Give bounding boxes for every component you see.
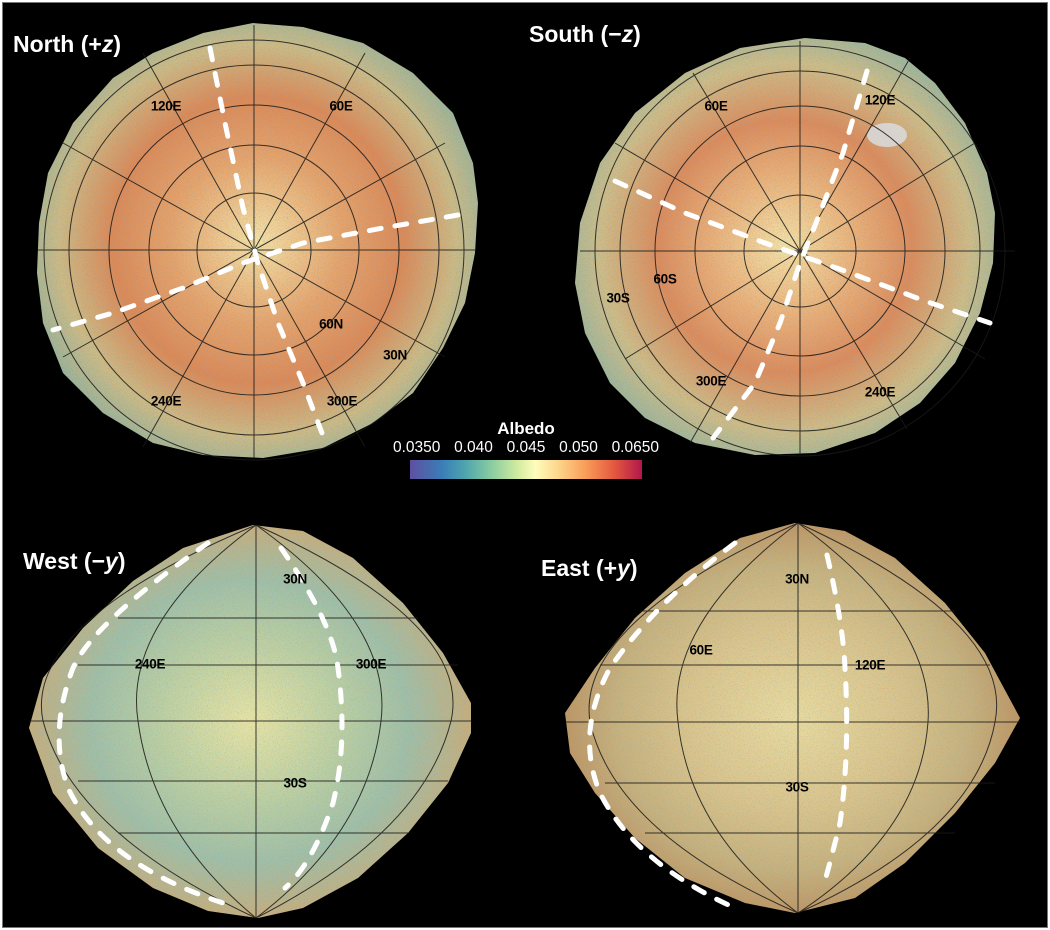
south-label-240e: 240E — [864, 384, 896, 400]
north-label-120e: 120E — [150, 98, 182, 114]
east-label-30n: 30N — [785, 571, 809, 587]
south-view: South (−z) 60E 120E 60S 30S 300E 240E — [525, 3, 1047, 473]
south-graticule — [580, 41, 1015, 457]
east-label-120e: 120E — [854, 657, 886, 673]
south-label-120e: 120E — [864, 92, 896, 108]
east-view: East (+y) 30N 60E 120E 30S — [525, 503, 1047, 928]
legend-title: Albedo — [497, 419, 555, 438]
west-view-title: West (−y) — [23, 548, 126, 574]
albedo-legend: Albedo 0.0350 0.040 0.045 0.050 0.0650 — [391, 419, 661, 479]
north-label-240e: 240E — [150, 393, 182, 409]
east-graticule — [565, 522, 1020, 914]
south-label-60s: 60S — [653, 271, 677, 287]
south-label-60e: 60E — [704, 98, 728, 114]
albedo-colorbar — [410, 460, 642, 479]
south-boundary-dashes — [612, 68, 993, 441]
east-label-30s: 30S — [785, 779, 809, 795]
west-asteroid-map — [29, 524, 471, 919]
west-graticule — [29, 524, 471, 919]
south-view-title: South (−z) — [529, 21, 641, 47]
east-asteroid-map — [565, 522, 1020, 914]
legend-tick: 0.040 — [454, 439, 493, 456]
west-view: West (−y) 30N 240E 300E 30S — [3, 503, 523, 928]
legend-tick: 0.045 — [506, 439, 546, 456]
west-boundary-dashes — [56, 540, 345, 906]
east-boundary-dashes — [587, 540, 850, 911]
east-view-title: East (+y) — [541, 555, 638, 581]
legend-tick: 0.050 — [559, 439, 598, 456]
west-label-30s: 30S — [283, 775, 307, 791]
north-label-60n: 60N — [319, 316, 343, 332]
south-label-30s: 30S — [606, 290, 630, 306]
south-label-300e: 300E — [695, 373, 727, 389]
north-view: North (+z) 120E 60E 60N 30N 240E 300E — [3, 3, 523, 473]
north-boundary-dashes — [50, 45, 461, 444]
legend-tick: 0.0650 — [611, 439, 659, 456]
north-label-60e: 60E — [329, 98, 353, 114]
west-label-30n: 30N — [283, 571, 307, 587]
legend-tick: 0.0350 — [393, 439, 441, 456]
south-asteroid-map — [575, 38, 1015, 457]
west-label-300e: 300E — [355, 656, 387, 672]
north-label-30n: 30N — [383, 347, 407, 363]
east-label-60e: 60E — [689, 642, 713, 658]
north-view-title: North (+z) — [13, 31, 121, 57]
legend-ticks: 0.0350 0.040 0.045 0.050 0.0650 — [391, 439, 661, 457]
west-label-240e: 240E — [134, 656, 166, 672]
north-label-300e: 300E — [326, 393, 358, 409]
north-asteroid-map — [37, 23, 478, 461]
